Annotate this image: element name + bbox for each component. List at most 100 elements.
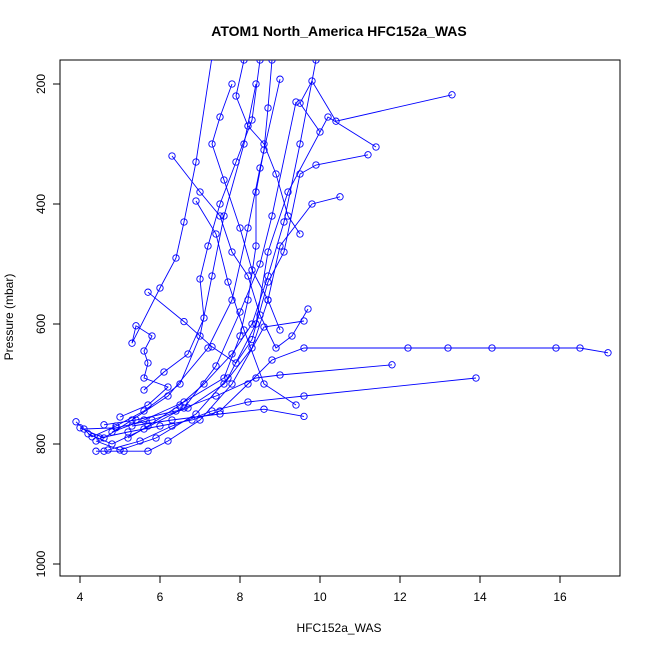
data-point xyxy=(100,447,108,455)
series-profile-7 xyxy=(96,344,612,442)
data-point xyxy=(232,158,240,166)
data-point xyxy=(300,344,308,352)
data-point xyxy=(104,446,112,454)
data-point xyxy=(120,447,128,455)
data-point xyxy=(448,91,456,99)
data-point xyxy=(176,380,184,388)
data-point xyxy=(200,380,208,388)
x-axis-label: HFC152a_WAS xyxy=(297,621,382,635)
x-tick-label: 12 xyxy=(393,590,407,604)
data-point xyxy=(228,248,236,256)
data-point xyxy=(268,60,276,64)
y-tick-label: 1000 xyxy=(34,550,48,577)
data-point xyxy=(252,188,260,196)
data-point xyxy=(332,117,340,125)
data-point xyxy=(256,311,264,319)
data-point xyxy=(260,405,268,413)
data-point xyxy=(292,98,300,106)
data-point xyxy=(192,158,200,166)
data-point xyxy=(264,104,272,112)
series-line xyxy=(299,80,453,133)
data-point xyxy=(576,344,584,352)
data-point xyxy=(236,332,244,340)
data-point xyxy=(128,339,136,347)
data-point xyxy=(288,332,296,340)
data-point xyxy=(200,314,208,322)
data-point xyxy=(256,260,264,268)
data-point xyxy=(228,80,236,88)
data-point xyxy=(164,392,172,400)
data-point xyxy=(136,437,144,445)
data-point xyxy=(312,161,320,169)
data-point xyxy=(80,425,88,433)
data-point xyxy=(204,242,212,250)
data-point xyxy=(192,197,200,205)
data-point xyxy=(372,143,380,151)
data-point xyxy=(172,254,180,262)
data-point xyxy=(276,75,284,83)
series-profile-11 xyxy=(116,60,215,421)
data-point xyxy=(216,113,224,121)
series-line xyxy=(131,408,305,427)
data-point xyxy=(264,248,272,256)
data-point xyxy=(296,140,304,148)
data-point xyxy=(552,344,560,352)
data-point xyxy=(232,92,240,100)
data-point xyxy=(248,266,256,274)
data-point xyxy=(100,421,108,429)
data-point xyxy=(132,322,140,330)
data-point xyxy=(284,212,292,220)
data-point xyxy=(212,362,220,370)
series-line xyxy=(103,364,393,426)
data-point xyxy=(224,278,232,286)
data-point xyxy=(208,140,216,148)
series-profile-3 xyxy=(84,98,300,448)
series-line xyxy=(211,83,281,331)
series-line xyxy=(79,79,281,439)
data-point xyxy=(236,308,244,316)
series-line xyxy=(147,154,369,364)
series-profile-9 xyxy=(104,374,480,454)
data-point xyxy=(180,218,188,226)
data-point xyxy=(272,170,280,178)
data-point xyxy=(244,272,252,280)
data-point xyxy=(140,374,148,382)
data-point xyxy=(168,416,176,424)
data-point xyxy=(308,77,316,85)
data-point xyxy=(404,344,412,352)
series-line xyxy=(143,60,261,391)
data-point xyxy=(140,407,148,415)
series-profile-20 xyxy=(296,77,456,136)
data-point xyxy=(252,320,260,328)
data-point xyxy=(260,380,268,388)
data-point xyxy=(204,344,212,352)
data-point xyxy=(96,434,104,442)
data-point xyxy=(144,401,152,409)
data-point xyxy=(184,350,192,358)
data-point xyxy=(212,392,220,400)
data-point xyxy=(240,60,248,64)
y-axis-label: Pressure (mbar) xyxy=(2,274,16,361)
data-point xyxy=(232,359,240,367)
data-point xyxy=(164,437,172,445)
data-point xyxy=(264,278,272,286)
data-point xyxy=(148,332,156,340)
data-point xyxy=(336,193,344,201)
data-point xyxy=(208,343,216,351)
data-point xyxy=(164,383,172,391)
data-point xyxy=(216,200,224,208)
series-line xyxy=(87,101,297,445)
data-point xyxy=(300,392,308,400)
data-point xyxy=(308,200,316,208)
data-point xyxy=(152,434,160,442)
data-point xyxy=(256,60,264,64)
data-point xyxy=(144,288,152,296)
data-point xyxy=(144,447,152,455)
data-point xyxy=(240,326,248,334)
data-point xyxy=(220,176,228,184)
series-profile-18 xyxy=(208,80,284,334)
data-point xyxy=(216,410,224,418)
data-point xyxy=(316,128,324,136)
data-point xyxy=(180,317,188,326)
